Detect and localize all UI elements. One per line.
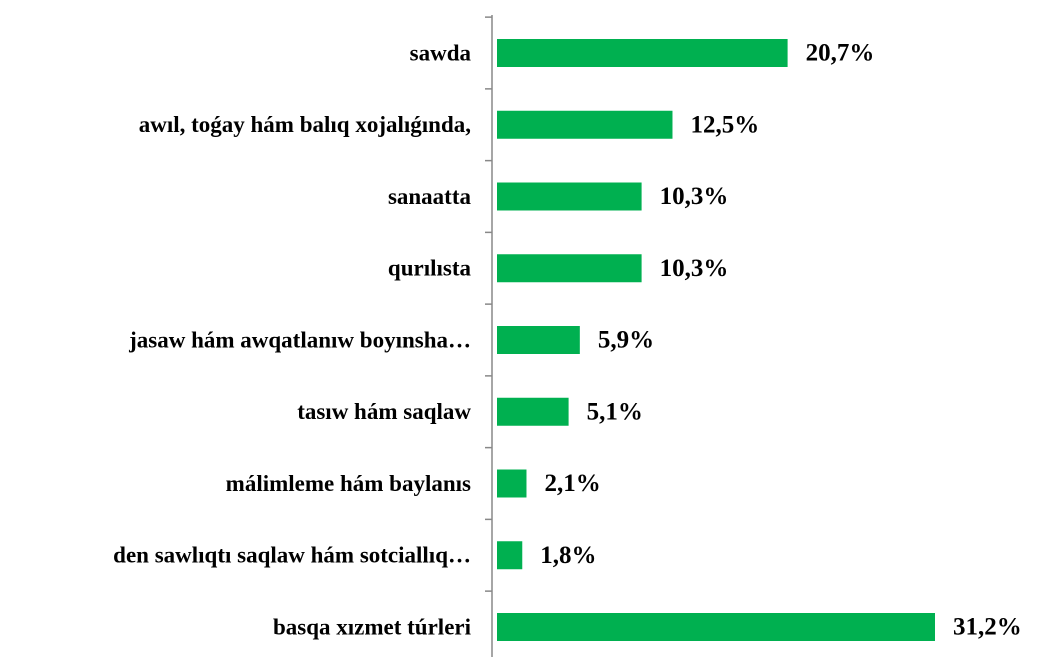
value-label: 5,9% xyxy=(598,327,654,354)
category-label: qurılısta xyxy=(388,256,472,281)
category-label: tasıw hám saqlaw xyxy=(297,399,471,424)
value-label: 10,3% xyxy=(660,255,729,282)
bar xyxy=(497,110,673,139)
value-label: 12,5% xyxy=(690,111,759,138)
value-label: 1,8% xyxy=(540,542,596,569)
bar xyxy=(497,397,569,426)
value-label: 5,1% xyxy=(587,398,643,425)
bar xyxy=(497,182,642,211)
value-label: 31,2% xyxy=(953,614,1022,641)
bar xyxy=(497,326,580,354)
value-label: 10,3% xyxy=(660,183,729,210)
category-label: awıl, toǵay hám balıq xojalıǵında, xyxy=(139,112,471,137)
category-label: sawda xyxy=(410,40,472,65)
bar xyxy=(497,39,788,67)
category-label: jasaw hám awqatlanıw boyınsha… xyxy=(128,327,471,352)
value-label: 2,1% xyxy=(544,470,600,497)
value-label: 20,7% xyxy=(806,40,875,67)
category-label: basqa xızmet túrleri xyxy=(273,614,472,639)
bar xyxy=(497,254,642,283)
category-label: den sawlıqtı saqlaw hám sotciallıq… xyxy=(113,543,471,568)
bar xyxy=(497,469,527,498)
bar xyxy=(497,613,935,641)
bar xyxy=(497,541,523,570)
category-label: sanaatta xyxy=(388,184,472,209)
category-label: málimleme hám baylanıs xyxy=(226,471,471,496)
